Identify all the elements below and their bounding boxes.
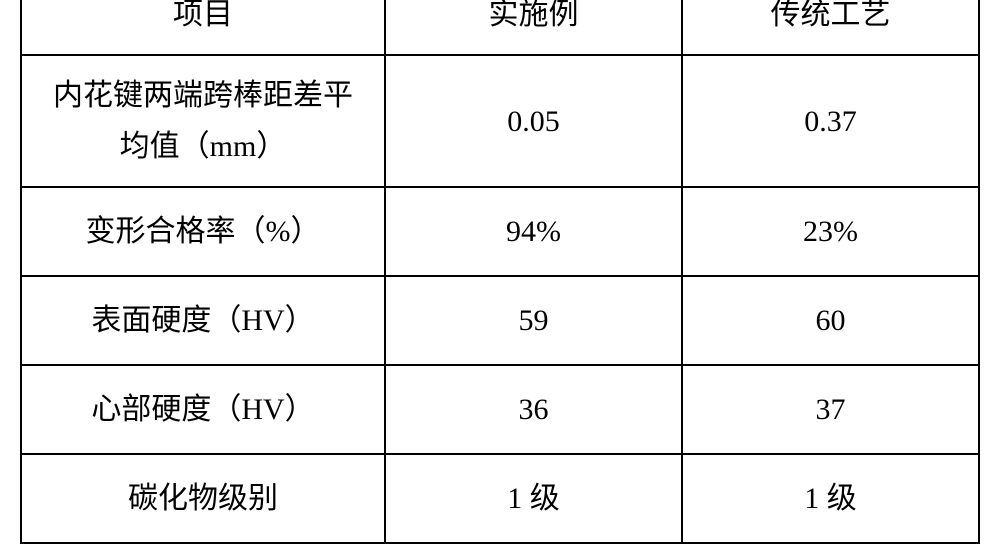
header-cell-item: 项目 <box>21 0 385 55</box>
header-cell-example: 实施例 <box>385 0 682 55</box>
table-row: 变形合格率（%） 94% 23% <box>21 187 979 276</box>
row-label-line1: 内花键两端跨棒距差平 <box>53 79 353 112</box>
row-label: 表面硬度（HV） <box>21 276 385 365</box>
cell-value: 59 <box>385 276 682 365</box>
table-row: 内花键两端跨棒距差平 均值（mm） 0.05 0.37 <box>21 55 979 187</box>
cell-value: 37 <box>682 365 979 454</box>
row-label: 碳化物级别 <box>21 454 385 543</box>
row-label: 变形合格率（%） <box>21 187 385 276</box>
table-row: 心部硬度（HV） 36 37 <box>21 365 979 454</box>
table-row: 碳化物级别 1 级 1 级 <box>21 454 979 543</box>
comparison-table: 项目 实施例 传统工艺 内花键两端跨棒距差平 均值（mm） 0.05 0.37 … <box>20 0 980 544</box>
cell-value: 23% <box>682 187 979 276</box>
cell-value: 0.05 <box>385 55 682 187</box>
header-cell-traditional: 传统工艺 <box>682 0 979 55</box>
cell-value: 60 <box>682 276 979 365</box>
table-header-row: 项目 实施例 传统工艺 <box>21 0 979 55</box>
row-label: 心部硬度（HV） <box>21 365 385 454</box>
cell-value: 36 <box>385 365 682 454</box>
cell-value: 1 级 <box>682 454 979 543</box>
cell-value: 0.37 <box>682 55 979 187</box>
cell-value: 1 级 <box>385 454 682 543</box>
row-label: 内花键两端跨棒距差平 均值（mm） <box>21 55 385 187</box>
cell-value: 94% <box>385 187 682 276</box>
table-row: 表面硬度（HV） 59 60 <box>21 276 979 365</box>
row-label-line2: 均值（mm） <box>120 130 287 163</box>
